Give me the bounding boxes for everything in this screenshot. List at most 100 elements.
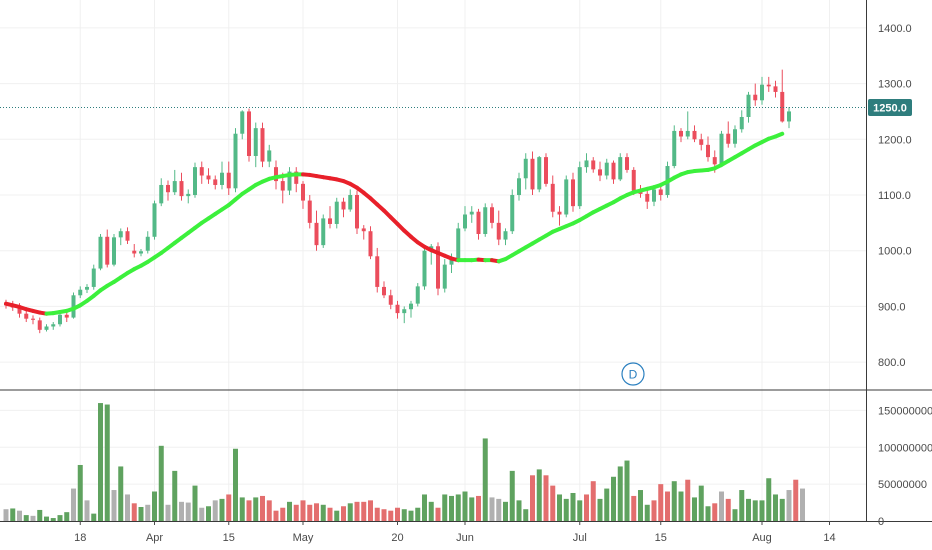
volume-bar [57,515,63,521]
volume-bar [746,498,751,521]
volume-bar [3,509,9,521]
candle [145,231,150,254]
volume-bar [584,494,589,521]
candle [388,289,393,310]
candle-body [692,130,697,140]
price-tick-label: 800.0 [878,357,906,369]
candle-body [328,218,332,224]
candle-body [253,128,258,156]
volume-bar [732,509,738,521]
volume-bar [118,466,124,521]
volume-bar [590,481,596,521]
price-tick-label: 1300.0 [878,79,912,91]
candle-body [314,222,319,246]
candle [105,229,110,268]
moving-average-line [4,131,785,316]
candle [490,203,494,229]
candle [679,128,683,143]
candle-body [402,309,407,314]
volume-bar [172,470,178,521]
candle [625,153,629,173]
time-tick-label: 20 [391,532,403,544]
time-axis[interactable]: 18 Apr 15 May 20 Jun Jul 15 Aug 14 [74,521,836,544]
candle [44,324,49,332]
candle-body [267,150,272,162]
volume-bar [158,445,164,521]
candle-body [564,179,569,215]
ma-segment [773,131,785,139]
candle-body [658,189,663,195]
candle [645,188,650,209]
candle [368,226,373,260]
volume-bar [435,507,441,521]
candle [739,110,744,133]
candle [260,122,265,168]
candle [463,206,467,232]
candle-body [557,211,562,215]
volume-bar [705,506,711,521]
candle [301,181,305,209]
candle-body [287,171,292,191]
candle-body [733,129,737,144]
volume-bar [239,497,245,521]
volume-bar [388,510,394,521]
candle [442,259,447,293]
volume-bar [273,510,279,521]
candle [557,206,562,226]
volume-bar [665,491,670,521]
volume-bar [773,494,778,521]
candle-body [631,169,636,191]
volume-bar [401,509,407,521]
candle [361,225,366,240]
candle [71,292,76,319]
volume-bar [550,485,556,521]
candle [287,167,292,195]
candle-body [571,179,575,207]
candle [267,144,272,168]
candle [226,161,231,195]
last-price-text: 1250.0 [873,103,907,115]
time-tick-label: 15 [223,532,235,544]
price-tick-label: 1100.0 [878,190,911,202]
volume-bar [44,516,49,521]
candle [179,172,184,201]
candle [760,76,764,105]
volume-axis[interactable]: 0 50000000 100000000 150000000 [878,405,932,528]
volume-bar [786,490,792,521]
time-tick-label: 14 [823,532,835,544]
candle-body [604,162,609,176]
interval-badge[interactable]: D [621,362,645,386]
candle-body [442,264,447,289]
candle [537,156,542,193]
candle [341,197,346,218]
candle-body [625,157,629,170]
candle [780,69,785,123]
candle-body [773,86,778,92]
candle-body [112,237,116,265]
candle [294,167,299,193]
volume-bar [415,507,421,521]
candle-body [98,236,103,269]
candle-body [91,268,96,287]
candle [334,197,339,229]
volume-bar [428,501,434,521]
volume-tick-label: 150000000 [878,405,932,417]
candle [517,172,521,201]
candle-body [719,133,724,165]
candle-body [699,139,704,145]
candle [193,162,197,198]
candle-body [206,175,211,180]
price-axis[interactable]: 800.0 900.0 1000.0 1100.0 1200.0 1300.0 1400.0 [878,23,912,369]
candle-body [679,130,683,137]
volume-bar [766,478,772,521]
candle-body [118,231,123,238]
candle [571,172,575,212]
candle [577,161,582,209]
candle-body [517,178,521,195]
time-tick-label: Jun [456,532,474,544]
candle-body [449,259,454,265]
candle [91,264,96,290]
volume-bar [462,491,468,521]
candle-body [247,111,251,156]
